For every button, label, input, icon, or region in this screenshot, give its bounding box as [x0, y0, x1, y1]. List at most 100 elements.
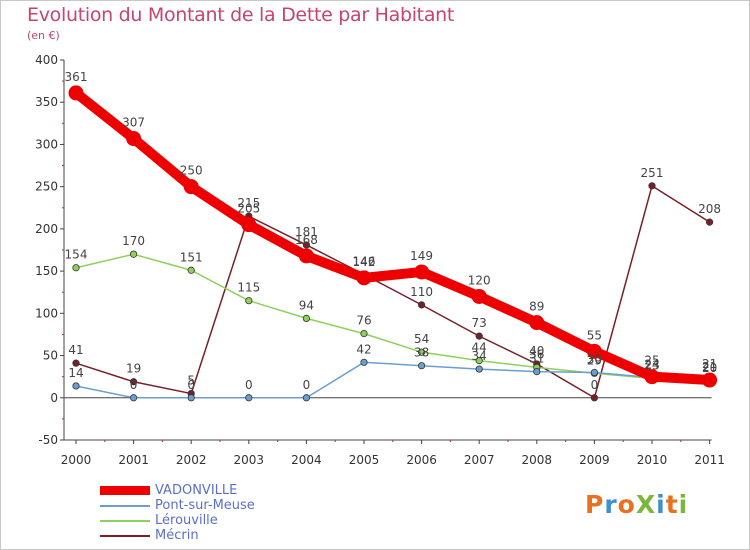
legend-label-vadonville: VADONVILLE: [155, 483, 238, 498]
y-tick-label: 250: [35, 180, 58, 194]
data-point-vadonville: [298, 248, 314, 264]
y-tick-label: 350: [35, 95, 58, 109]
x-tick-label: 2003: [234, 453, 265, 467]
data-label-lerouville: 36: [529, 347, 544, 361]
data-label-lerouville: 20: [702, 361, 717, 375]
data-label-vadonville: 361: [65, 70, 88, 84]
x-tick-label: 2002: [176, 453, 207, 467]
data-point-lerouville: [475, 357, 483, 365]
data-point-vadonville: [356, 270, 372, 286]
data-label-mecrin: 110: [410, 285, 433, 299]
logo-letter: o: [617, 490, 636, 519]
data-point-mecrin: [475, 332, 483, 340]
series-line-mecrin: [75, 185, 711, 399]
data-label-pont-sur-meuse: 0: [187, 378, 195, 392]
data-label-mecrin: 73: [472, 316, 487, 330]
x-tick-label: 2001: [118, 453, 149, 467]
data-point-pont-sur-meuse: [72, 382, 80, 390]
x-tick-label: 2010: [637, 453, 668, 467]
data-label-vadonville: 205: [237, 202, 260, 216]
data-point-mecrin: [72, 359, 80, 367]
data-label-mecrin: 251: [641, 166, 664, 180]
data-label-lerouville: 23: [644, 358, 659, 372]
data-point-lerouville: [245, 297, 253, 305]
data-point-pont-sur-meuse: [360, 358, 368, 366]
data-label-lerouville: 44: [472, 341, 487, 355]
data-point-mecrin: [705, 218, 714, 226]
series-vadonville: [68, 85, 718, 388]
data-point-mecrin: [590, 394, 599, 402]
y-tick-label: 400: [35, 53, 58, 67]
data-point-mecrin: [648, 182, 656, 190]
data-label-vadonville: 142: [353, 255, 376, 269]
data-label-lerouville: 115: [237, 281, 260, 295]
data-point-mecrin: [302, 241, 310, 249]
data-label-vadonville: 89: [529, 300, 544, 314]
data-point-vadonville: [68, 85, 84, 101]
y-tick-label: 300: [35, 137, 58, 151]
data-label-mecrin: 19: [126, 362, 141, 376]
logo-letter: P: [585, 490, 605, 519]
data-label-pont-sur-meuse: 0: [303, 378, 311, 392]
data-label-pont-sur-meuse: 21: [702, 360, 717, 374]
data-label-vadonville: 250: [180, 164, 203, 178]
data-point-mecrin: [417, 301, 426, 309]
data-label-vadonville: 25: [644, 354, 659, 368]
chart-series: [68, 85, 718, 402]
data-label-mecrin: 41: [68, 343, 83, 357]
data-point-vadonville: [414, 264, 430, 280]
x-tick-label: 2011: [694, 453, 725, 467]
data-point-lerouville: [360, 329, 368, 338]
data-label-vadonville: 168: [295, 233, 318, 247]
series-mecrin: [72, 182, 714, 402]
data-point-pont-sur-meuse: [245, 394, 253, 402]
data-label-pont-sur-meuse: 24: [644, 358, 659, 372]
legend-label-mecrin: Mécrin: [155, 528, 199, 543]
data-label-mecrin: 0: [591, 378, 599, 392]
data-label-pont-sur-meuse: 34: [472, 349, 487, 363]
x-tick-label: 2009: [579, 453, 610, 467]
data-label-pont-sur-meuse: 14: [68, 366, 83, 380]
logo-letter: t: [665, 490, 679, 519]
logo-letter: i: [656, 490, 666, 519]
data-point-vadonville: [183, 179, 199, 195]
data-label-mecrin: 181: [295, 225, 318, 239]
data-point-vadonville: [241, 217, 257, 233]
series-line-pont-sur-meuse: [75, 361, 711, 399]
chart-unit-label: (en €): [27, 29, 60, 42]
x-tick-label: 2000: [61, 453, 92, 467]
data-point-lerouville: [130, 250, 138, 258]
legend-swatch-mecrin: [100, 535, 150, 537]
data-label-mecrin: 5: [187, 374, 195, 388]
data-point-pont-sur-meuse: [187, 394, 195, 402]
data-label-pont-sur-meuse: 0: [130, 378, 138, 392]
data-point-pont-sur-meuse: [590, 368, 599, 377]
y-tick-label: 100: [35, 306, 58, 320]
x-tick-label: 2006: [406, 453, 437, 467]
data-point-vadonville: [702, 372, 718, 388]
series-line-lerouville: [75, 253, 711, 382]
data-label-lerouville: 54: [414, 332, 429, 346]
logo-letter: i: [678, 490, 689, 519]
data-point-vadonville: [471, 288, 487, 304]
data-label-pont-sur-meuse: 38: [414, 346, 429, 360]
y-tick-label: 50: [43, 349, 58, 363]
legend-label-pont-sur-meuse: Pont-sur-Meuse: [155, 498, 255, 513]
legend-label-lerouville: Lérouville: [155, 513, 218, 528]
logo-letter: r: [604, 490, 618, 519]
data-point-vadonville: [529, 315, 545, 331]
data-label-mecrin: 215: [237, 196, 260, 210]
data-label-lerouville: 151: [180, 250, 203, 264]
data-point-pont-sur-meuse: [130, 394, 138, 402]
data-label-vadonville: 120: [468, 273, 491, 287]
legend-swatch-pont-sur-meuse: [100, 505, 150, 507]
data-label-pont-sur-meuse: 42: [356, 342, 371, 356]
series-line-vadonville: [71, 87, 715, 386]
data-label-mecrin: 40: [529, 344, 544, 358]
data-point-vadonville: [586, 343, 602, 359]
logo-letter: X: [635, 490, 657, 519]
x-tick-label: 2004: [291, 453, 322, 467]
x-tick-label: 2005: [349, 453, 380, 467]
data-label-mecrin: 208: [698, 202, 721, 216]
